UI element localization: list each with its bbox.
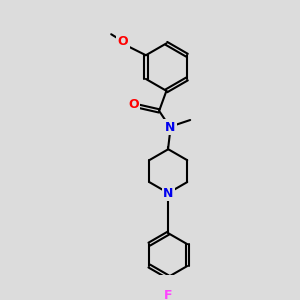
Text: O: O [128, 98, 139, 111]
Text: N: N [163, 187, 173, 200]
Text: O: O [118, 35, 128, 48]
Text: N: N [165, 121, 175, 134]
Text: F: F [164, 289, 172, 300]
